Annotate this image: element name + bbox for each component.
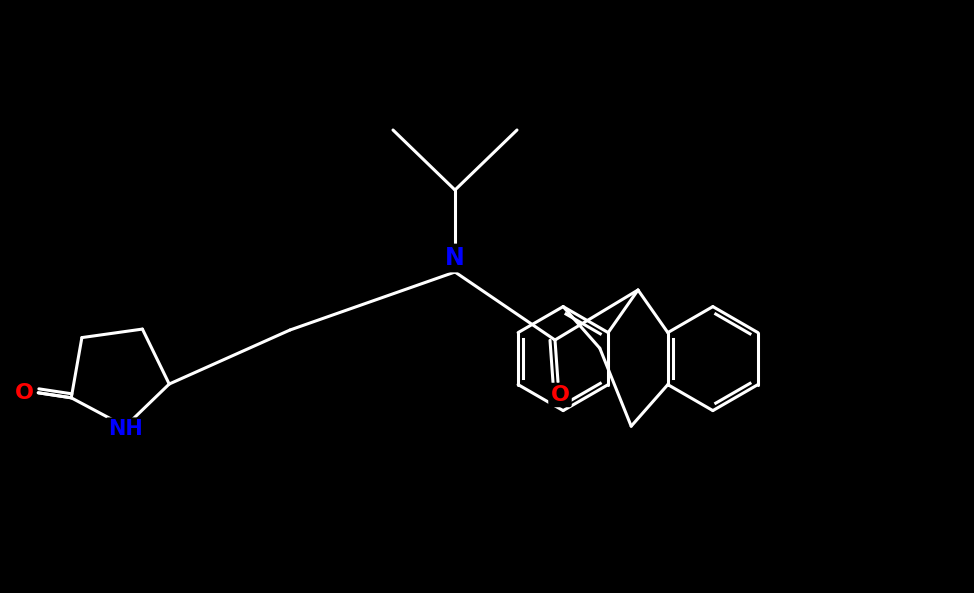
Text: N: N: [445, 246, 465, 270]
Text: NH: NH: [108, 419, 142, 439]
Text: O: O: [15, 383, 34, 403]
Text: O: O: [550, 385, 570, 405]
